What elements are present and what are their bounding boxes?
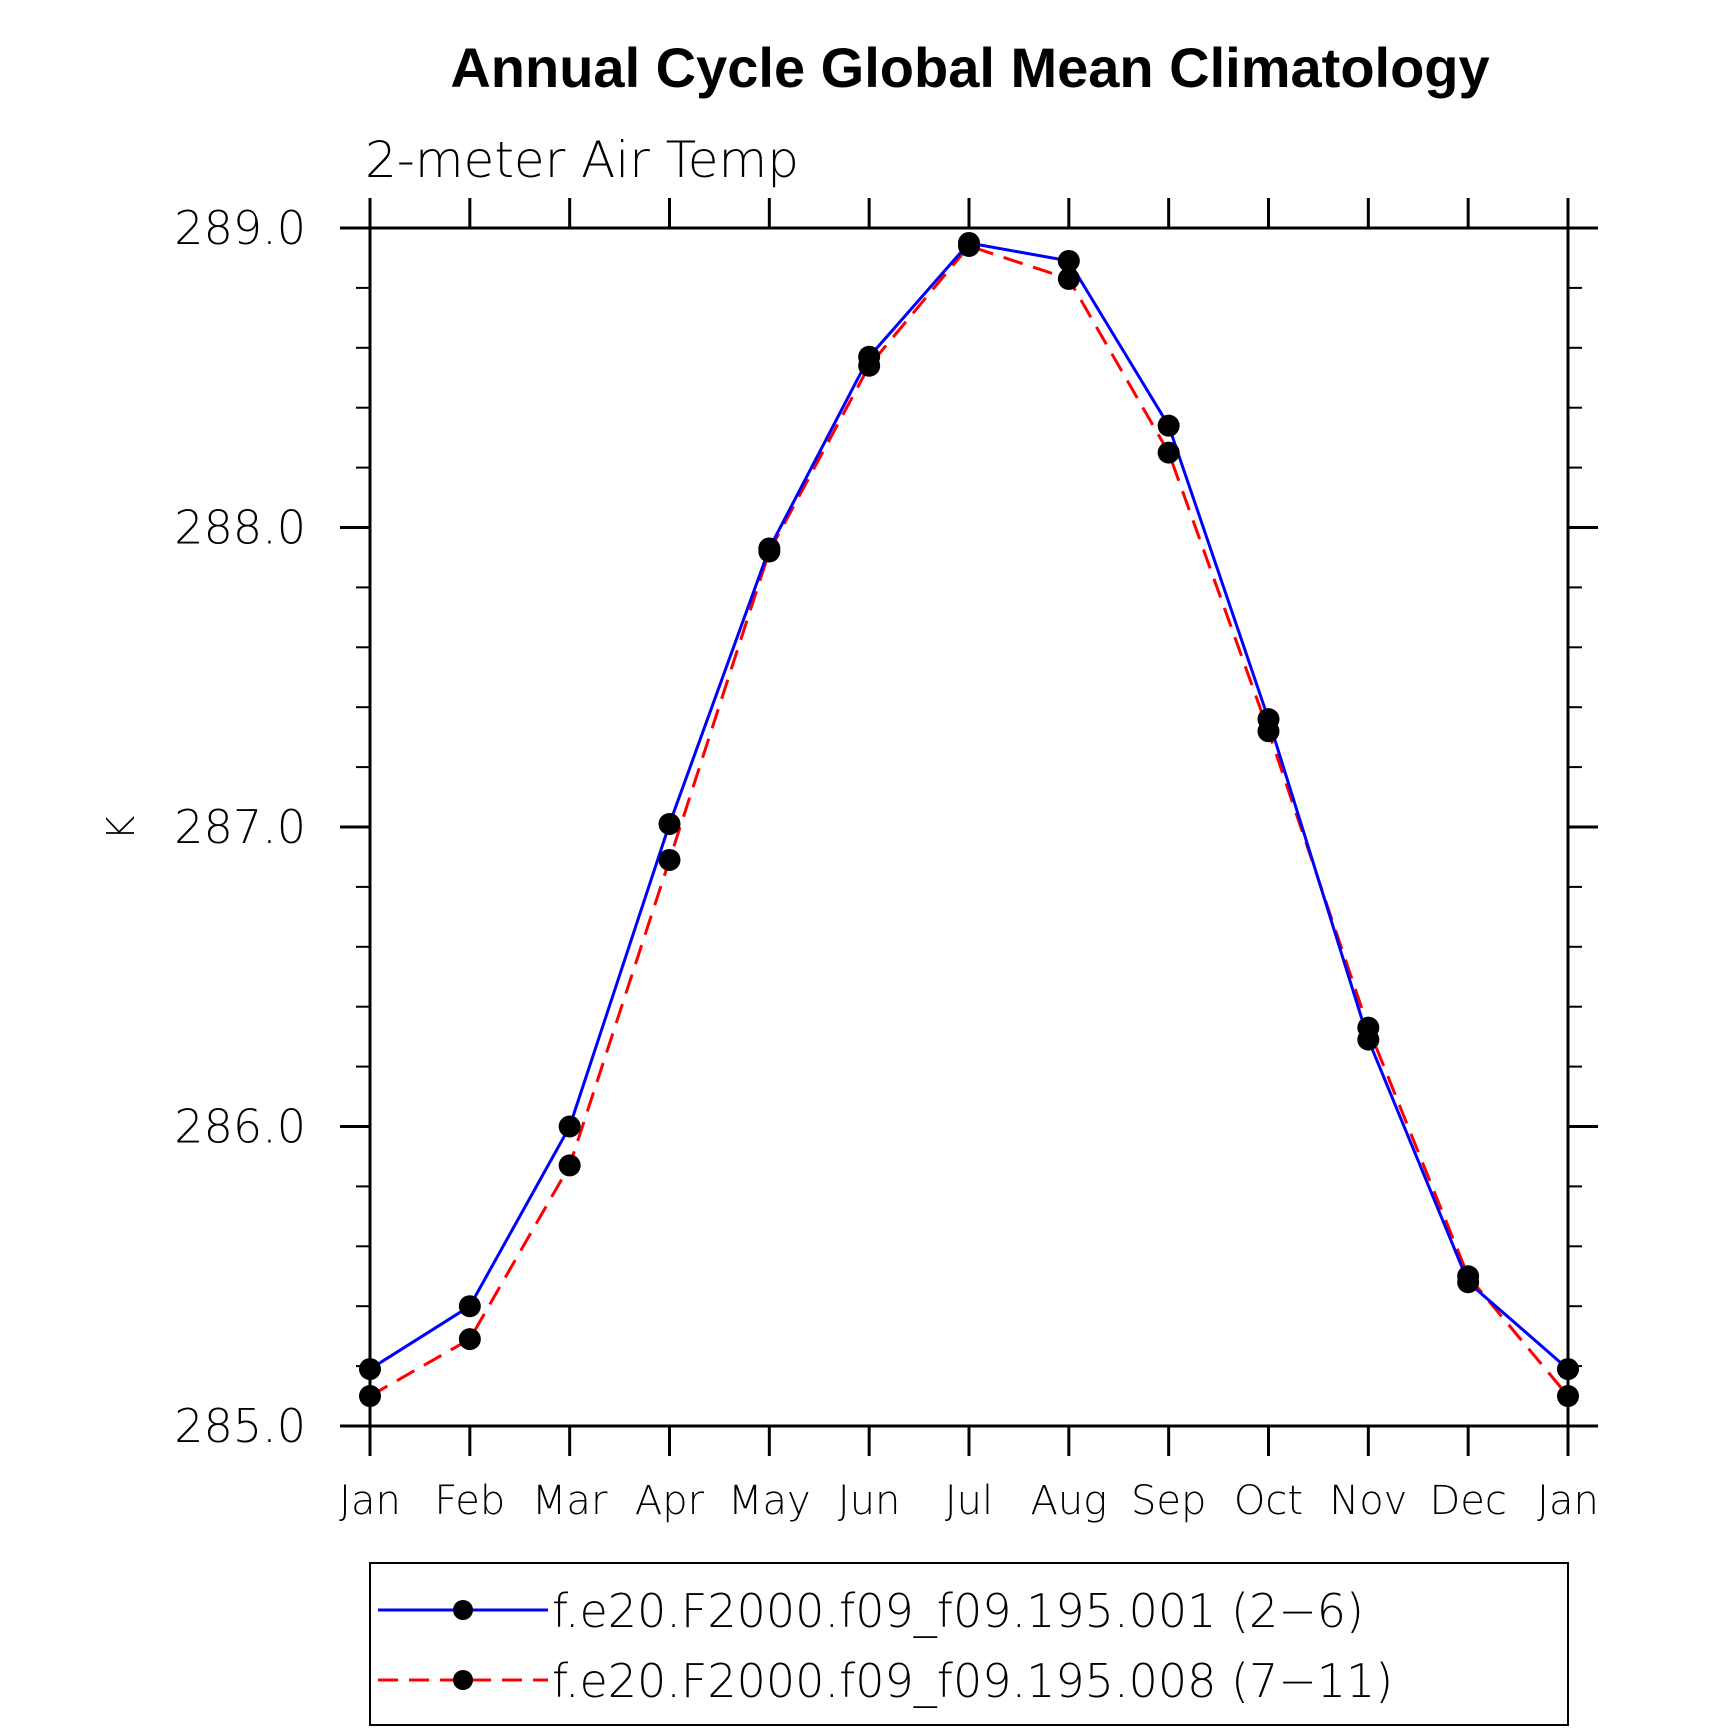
data-point-series-2 bbox=[458, 1328, 481, 1351]
legend-label-series-1: f.e20.F2000.f09_f09.195.001 (2−6) bbox=[552, 1584, 1364, 1638]
data-point-series-1 bbox=[1157, 414, 1180, 437]
x-tick-label: Jul bbox=[945, 1478, 993, 1524]
x-tick-label: Jan bbox=[339, 1478, 401, 1524]
data-point-series-2 bbox=[1357, 1016, 1380, 1039]
series-markers bbox=[359, 231, 1579, 1408]
data-point-series-2 bbox=[758, 540, 781, 563]
y-axis-label: K bbox=[99, 815, 143, 840]
data-point-series-2 bbox=[858, 354, 881, 377]
data-point-series-2 bbox=[1457, 1265, 1480, 1288]
data-point-series-1 bbox=[658, 813, 681, 836]
chart-subtitle: 2-meter Air Temp bbox=[365, 131, 799, 189]
data-point-series-2 bbox=[658, 848, 681, 871]
data-point-series-2 bbox=[1257, 720, 1280, 743]
x-tick-label: Apr bbox=[635, 1478, 705, 1524]
y-tick-label: 289.0 bbox=[174, 201, 306, 255]
data-point-series-2 bbox=[958, 234, 980, 257]
legend-marker-series-2 bbox=[453, 1670, 473, 1690]
data-point-series-1 bbox=[458, 1295, 481, 1318]
data-point-series-1 bbox=[558, 1115, 581, 1138]
axis-ticks bbox=[340, 198, 1598, 1456]
legend-label-series-2: f.e20.F2000.f09_f09.195.008 (7−11) bbox=[552, 1654, 1393, 1708]
legend: f.e20.F2000.f09_f09.195.001 (2−6) f.e20.… bbox=[369, 1562, 1569, 1726]
x-tick-label: Aug bbox=[1030, 1478, 1107, 1524]
data-point-series-1 bbox=[1057, 249, 1080, 272]
y-tick-label: 285.0 bbox=[174, 1399, 306, 1453]
plot-frame bbox=[368, 226, 1570, 1428]
x-tick-label: Dec bbox=[1429, 1478, 1506, 1524]
y-tick-label: 286.0 bbox=[174, 1100, 306, 1154]
x-tick-label: Oct bbox=[1234, 1478, 1303, 1524]
tick-labels: Jan Feb Mar Apr May Jun Jul Aug Sep Oct Nov Dec Jan 2… bbox=[174, 201, 1599, 1524]
data-point-series-2 bbox=[1057, 267, 1080, 290]
data-point-series-2 bbox=[558, 1154, 581, 1177]
x-tick-label: Sep bbox=[1131, 1478, 1206, 1524]
legend-marker-series-1 bbox=[453, 1600, 473, 1620]
x-tick-label: Mar bbox=[532, 1478, 608, 1524]
chart-title: Annual Cycle Global Mean Climatology bbox=[450, 36, 1489, 99]
y-tick-label: 288.0 bbox=[174, 501, 306, 555]
data-point-series-2 bbox=[1157, 441, 1180, 464]
x-tick-label: Jan bbox=[1537, 1478, 1599, 1524]
legend-box bbox=[369, 1562, 1569, 1726]
x-tick-label: Feb bbox=[434, 1478, 505, 1524]
y-tick-label: 287.0 bbox=[174, 800, 306, 854]
x-tick-label: Jun bbox=[838, 1478, 901, 1524]
x-tick-label: Nov bbox=[1329, 1478, 1407, 1524]
x-tick-label: May bbox=[728, 1478, 811, 1524]
